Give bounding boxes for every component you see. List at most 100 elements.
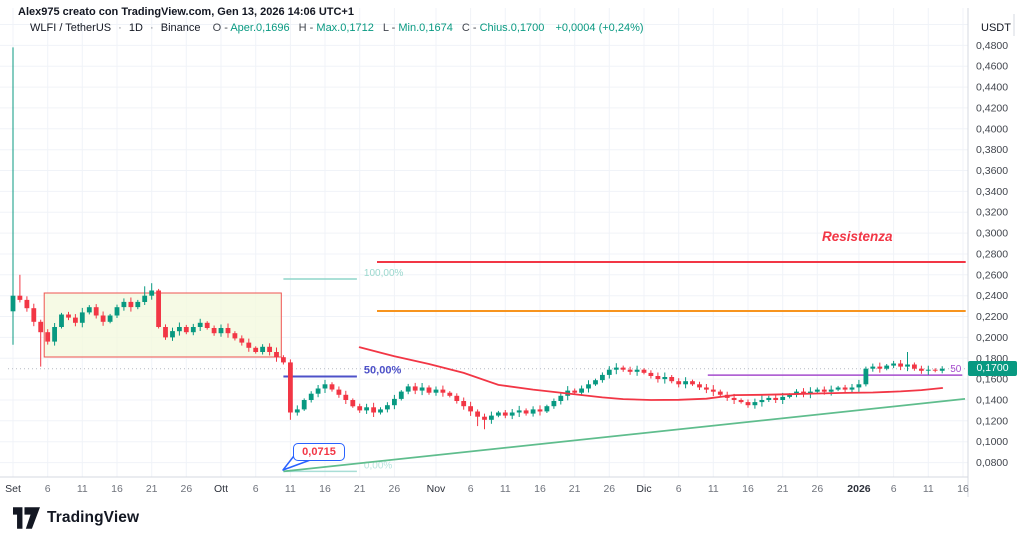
candle-body [898,363,903,367]
candle-body [634,369,640,372]
candle-body [177,327,182,332]
price-axis-label: 0,4200 [976,102,1008,114]
candle-body [828,389,834,392]
resistenza-label[interactable]: Resistenza [822,229,893,244]
candle-body [752,402,758,406]
candle-body [683,381,688,385]
candle-body [232,333,238,339]
candle-body [669,377,675,382]
candle-body [281,357,286,363]
time-axis-label: 26 [389,483,401,495]
candle-body [606,369,612,375]
price-axis-label: 0,1200 [976,415,1008,427]
candle-body [412,386,418,391]
candle-body [863,368,869,385]
candle-body [676,381,682,385]
candle-body [405,386,411,392]
candle-body [690,381,695,385]
time-axis-label: 26 [812,483,824,495]
candle-body [835,387,841,390]
time-axis-label: 16 [957,483,969,495]
candle-body [482,416,487,420]
candle-body [128,301,134,308]
price-axis-label: 0,1600 [976,374,1008,386]
candle-body [731,397,737,400]
time-axis-label: 11 [77,483,88,495]
price-axis-currency: USDT [981,22,1011,34]
candle-body [842,387,848,390]
candle-body [884,365,890,369]
candle-body [364,407,369,411]
candle-body [849,387,855,390]
time-axis-label: 16 [534,483,546,495]
candle-body [530,409,536,414]
candle-body [204,322,210,328]
candle-body [780,396,786,400]
fib-level-label: 50,00% [364,365,402,377]
time-axis-label: 26 [603,483,615,495]
support-trendline-drawing[interactable] [283,398,966,473]
candle-body [218,328,224,334]
candle-body [426,387,432,393]
fib-level-label: 100,00% [364,268,404,279]
candle-body [149,290,155,296]
candle-body [613,367,619,370]
candle-body [912,364,917,369]
candle-body [648,372,654,376]
time-axis-label: 21 [777,483,789,495]
price-axis-label: 0,2400 [976,290,1008,302]
time-axis-label: Set [5,483,21,495]
price-axis-label: 0,3000 [976,228,1008,240]
price-callout[interactable]: 0,0715 [293,443,345,461]
candle-body [697,384,702,388]
candle-body [371,407,376,413]
candle-body [253,347,259,352]
time-axis-label: 21 [569,483,581,495]
candle-body [925,369,931,371]
candle-body [655,376,661,380]
candle-body [79,312,85,323]
range-box-drawing[interactable] [43,292,282,358]
candle-body [704,387,709,390]
candle-body [905,364,910,367]
time-axis-label: 6 [676,483,682,495]
candle-body [45,332,51,342]
candle-body [586,384,591,389]
ma-red-line[interactable] [358,346,944,401]
tradingview-logo-text: TradingView [47,509,140,526]
time-axis-label: 16 [111,483,123,495]
chart-legend[interactable]: WLFI / TetherUS · 1D · Binance O - Aper.… [30,22,644,34]
price-axis-label: 0,3800 [976,144,1008,156]
time-axis-label: Dic [636,483,651,495]
candle-body [502,412,508,416]
candle-body [246,342,252,348]
candle-body [135,301,141,308]
price-axis-label: 0,3600 [976,165,1008,177]
legend-field: O - Aper.0,1696 [212,22,290,34]
price-axis-label: 0,4600 [976,61,1008,73]
time-axis-label: 11 [923,483,934,495]
candle-body [114,307,120,316]
candle-body [544,406,550,412]
candle-body [336,389,342,395]
candle-body [627,369,633,372]
candle-body [433,389,439,393]
candle-body [211,328,217,334]
candle-body [808,391,813,394]
candle-body [461,401,467,407]
candle-body [385,405,390,410]
time-axis-label: 6 [891,483,897,495]
candle-body [315,388,321,394]
candle-body [440,389,446,393]
tradingview-logo-icon [13,507,40,529]
candle-body [558,395,564,401]
legend-symbol: WLFI / TetherUS [30,22,112,34]
candle-body [738,400,744,403]
tradingview-logo[interactable]: TradingView [13,507,139,529]
price-axis-label: 0,2200 [976,311,1008,323]
candle-body [73,317,78,323]
candle-body [509,412,515,416]
candle-body [919,368,924,371]
candle-body [100,315,106,322]
